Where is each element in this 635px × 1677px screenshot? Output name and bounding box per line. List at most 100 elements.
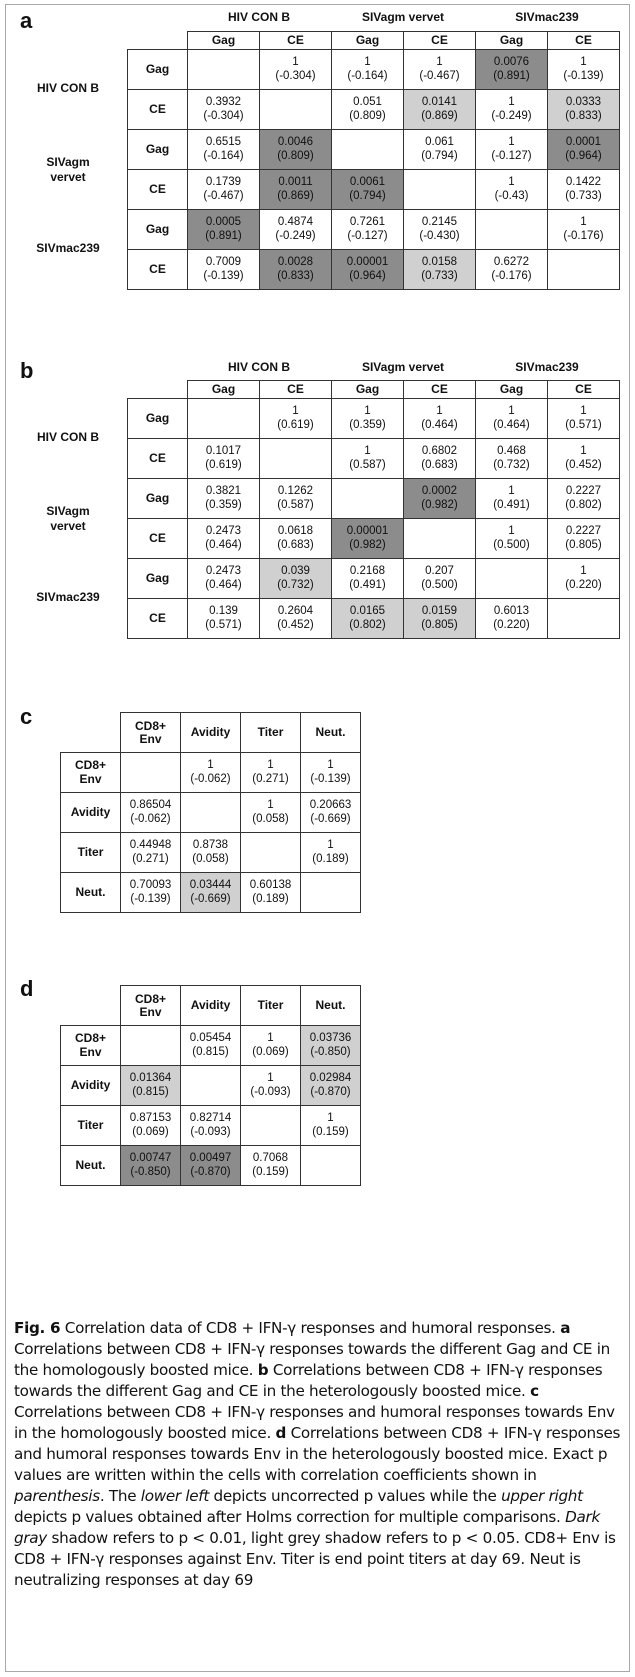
matrix-cell: 0.02984 (-0.870) xyxy=(300,1065,361,1106)
correlation-coefficient: (-0.062) xyxy=(130,812,171,825)
column-header: CD8+ Env xyxy=(120,712,181,753)
matrix-cell: 0.6802 (0.683) xyxy=(403,438,476,479)
row-group-label: SIVagm vervet xyxy=(46,155,90,184)
p-value: 1 xyxy=(364,55,371,68)
correlation-coefficient: (-0.093) xyxy=(190,1125,231,1138)
p-value: 1 xyxy=(327,838,334,851)
matrix-cell: 0.2227 (0.802) xyxy=(547,478,620,519)
correlation-coefficient: (0.891) xyxy=(493,69,530,82)
table-row: CD8+ Env 0.05454 (0.815) 1 (0.069) 0.03736 (-0… xyxy=(60,1025,361,1066)
matrix-cell: 0.061 (0.794) xyxy=(403,129,476,170)
header-row: Gag CE Gag CE Gag CE xyxy=(127,31,620,50)
correlation-coefficient: (0.619) xyxy=(205,458,242,471)
matrix-cell: 0.2145 (-0.430) xyxy=(403,209,476,250)
matrix-cell: 1 (-0.139) xyxy=(300,752,361,793)
p-value: 0.0011 xyxy=(278,175,313,188)
correlation-coefficient: (-0.43) xyxy=(494,189,529,202)
diagonal-cell xyxy=(403,169,476,210)
table-row: CD8+ Env 1 (-0.062) 1 (0.271) 1 (-0.139) xyxy=(60,752,361,793)
p-value: 0.0061 xyxy=(349,175,386,188)
matrix-cell: 0.0011 (0.869) xyxy=(259,169,332,210)
diagonal-cell xyxy=(331,129,404,170)
matrix-cell: 0.0061 (0.794) xyxy=(331,169,404,210)
matrix-cell: 0.2227 (0.805) xyxy=(547,518,620,559)
matrix-cell: 0.3932 (-0.304) xyxy=(187,89,260,130)
panel-c-matrix: CD8+ Env Avidity Titer Neut. CD8+ Env 1 (-0.06… xyxy=(60,712,361,913)
p-value: 0.05454 xyxy=(189,1031,232,1044)
matrix-cell: 1 (0.571) xyxy=(547,398,620,439)
correlation-coefficient: (-0.176) xyxy=(491,269,532,282)
matrix-cell: 0.0001 (0.964) xyxy=(547,129,620,170)
matrix-cell: 1 (0.464) xyxy=(403,398,476,439)
panel-d-matrix: CD8+ Env Avidity Titer Neut. CD8+ Env 0.05454… xyxy=(60,985,361,1186)
p-value: 1 xyxy=(508,524,515,537)
diagonal-cell xyxy=(120,752,181,793)
p-value: 0.2227 xyxy=(565,524,602,537)
column-group-label: SIVagm vervet xyxy=(361,360,445,374)
column-group-label: SIVmac239 xyxy=(515,360,579,374)
matrix-cell: 1 (-0.467) xyxy=(403,49,476,90)
matrix-cell: 0.0028 (0.833) xyxy=(259,249,332,290)
caption-italic-upper-right: upper right xyxy=(501,1486,583,1505)
matrix-cell: 1 (0.491) xyxy=(475,478,548,519)
caption-text-5: Correlations between CD8 + IFN-γ respons… xyxy=(14,1423,621,1484)
p-value: 0.2227 xyxy=(565,484,602,497)
matrix-cell: 1 (0.500) xyxy=(475,518,548,559)
diagonal-cell xyxy=(187,398,260,439)
matrix-cell: 0.70093 (-0.139) xyxy=(120,872,181,913)
column-header: Neut. xyxy=(300,985,361,1026)
p-value: 0.3821 xyxy=(205,484,242,497)
p-value: 0.0076 xyxy=(493,55,530,68)
matrix-cell: 0.2604 (0.452) xyxy=(259,598,332,639)
correlation-coefficient: (0.159) xyxy=(252,1165,289,1178)
diagonal-cell xyxy=(300,872,361,913)
p-value: 0.2604 xyxy=(277,604,314,617)
correlation-coefficient: (0.359) xyxy=(205,498,242,511)
p-value: 0.70093 xyxy=(129,878,172,891)
correlation-coefficient: (0.271) xyxy=(132,852,169,865)
matrix-cell: 0.05454 (0.815) xyxy=(180,1025,241,1066)
figure-caption: Fig. 6 Correlation data of CD8 + IFN-γ r… xyxy=(14,1318,624,1591)
matrix-cell: 1 (0.159) xyxy=(300,1105,361,1146)
header-row: CD8+ Env Avidity Titer Neut. xyxy=(60,985,361,1026)
table-row: CE 0.2473 (0.464) 0.0618 (0.683) 0.00001 (0.98… xyxy=(127,518,620,559)
correlation-coefficient: (-0.127) xyxy=(347,229,388,242)
correlation-coefficient: (0.982) xyxy=(421,498,458,511)
caption-text-3: Correlations between CD8 + IFN-γ respons… xyxy=(14,1360,603,1400)
matrix-cell: 0.03444 (-0.669) xyxy=(180,872,241,913)
correlation-coefficient: (0.058) xyxy=(252,812,289,825)
p-value: 0.03444 xyxy=(189,878,232,891)
p-value: 0.0028 xyxy=(277,255,314,268)
table-row: CE 0.1017 (0.619) 1 (0.587) 0.6802 (0.683) 0.46… xyxy=(127,438,620,479)
column-header: Gag xyxy=(187,31,260,50)
p-value: 0.0001 xyxy=(565,135,602,148)
correlation-coefficient: (-0.669) xyxy=(310,812,351,825)
row-group-label: HIV CON B xyxy=(36,430,99,444)
correlation-coefficient: (-0.127) xyxy=(491,149,532,162)
correlation-coefficient: (0.815) xyxy=(192,1045,229,1058)
p-value: 0.039 xyxy=(281,564,310,577)
correlation-coefficient: (-0.139) xyxy=(310,772,351,785)
p-value: 1 xyxy=(267,798,274,811)
matrix-cell: 1 (-0.43) xyxy=(475,169,548,210)
table-row: Gag 0.6515 (-0.164) 0.0046 (0.809) 0.061 (0.79… xyxy=(127,129,620,170)
correlation-coefficient: (-0.669) xyxy=(190,892,231,905)
correlation-coefficient: (0.500) xyxy=(421,578,458,591)
table-row: CE 0.1739 (-0.467) 0.0011 (0.869) 0.0061 (0.79… xyxy=(127,169,620,210)
correlation-coefficient: (0.464) xyxy=(205,578,242,591)
row-header: Titer xyxy=(60,1105,121,1146)
correlation-coefficient: (0.869) xyxy=(421,109,458,122)
p-value: 0.1739 xyxy=(205,175,242,188)
row-header: Neut. xyxy=(60,872,121,913)
column-header: CE xyxy=(259,31,332,50)
caption-text-7: depicts uncorrected p values while the xyxy=(209,1486,502,1505)
caption-italic-lower-left: lower left xyxy=(140,1486,210,1505)
table-row: Neut. 0.70093 (-0.139) 0.03444 (-0.669) 0.601… xyxy=(60,872,361,913)
row-header: CE xyxy=(127,438,188,479)
table-row: Gag 1 (0.619) 1 (0.359) 1 (0.464) 1 (0.464) 1 (0.5… xyxy=(127,398,620,439)
column-header: Gag xyxy=(475,31,548,50)
matrix-cell: 0.2473 (0.464) xyxy=(187,518,260,559)
row-header: CD8+ Env xyxy=(60,1025,121,1066)
table-row: CE 0.7009 (-0.139) 0.0028 (0.833) 0.00001 (0.9… xyxy=(127,249,620,290)
correlation-coefficient: (0.491) xyxy=(349,578,386,591)
